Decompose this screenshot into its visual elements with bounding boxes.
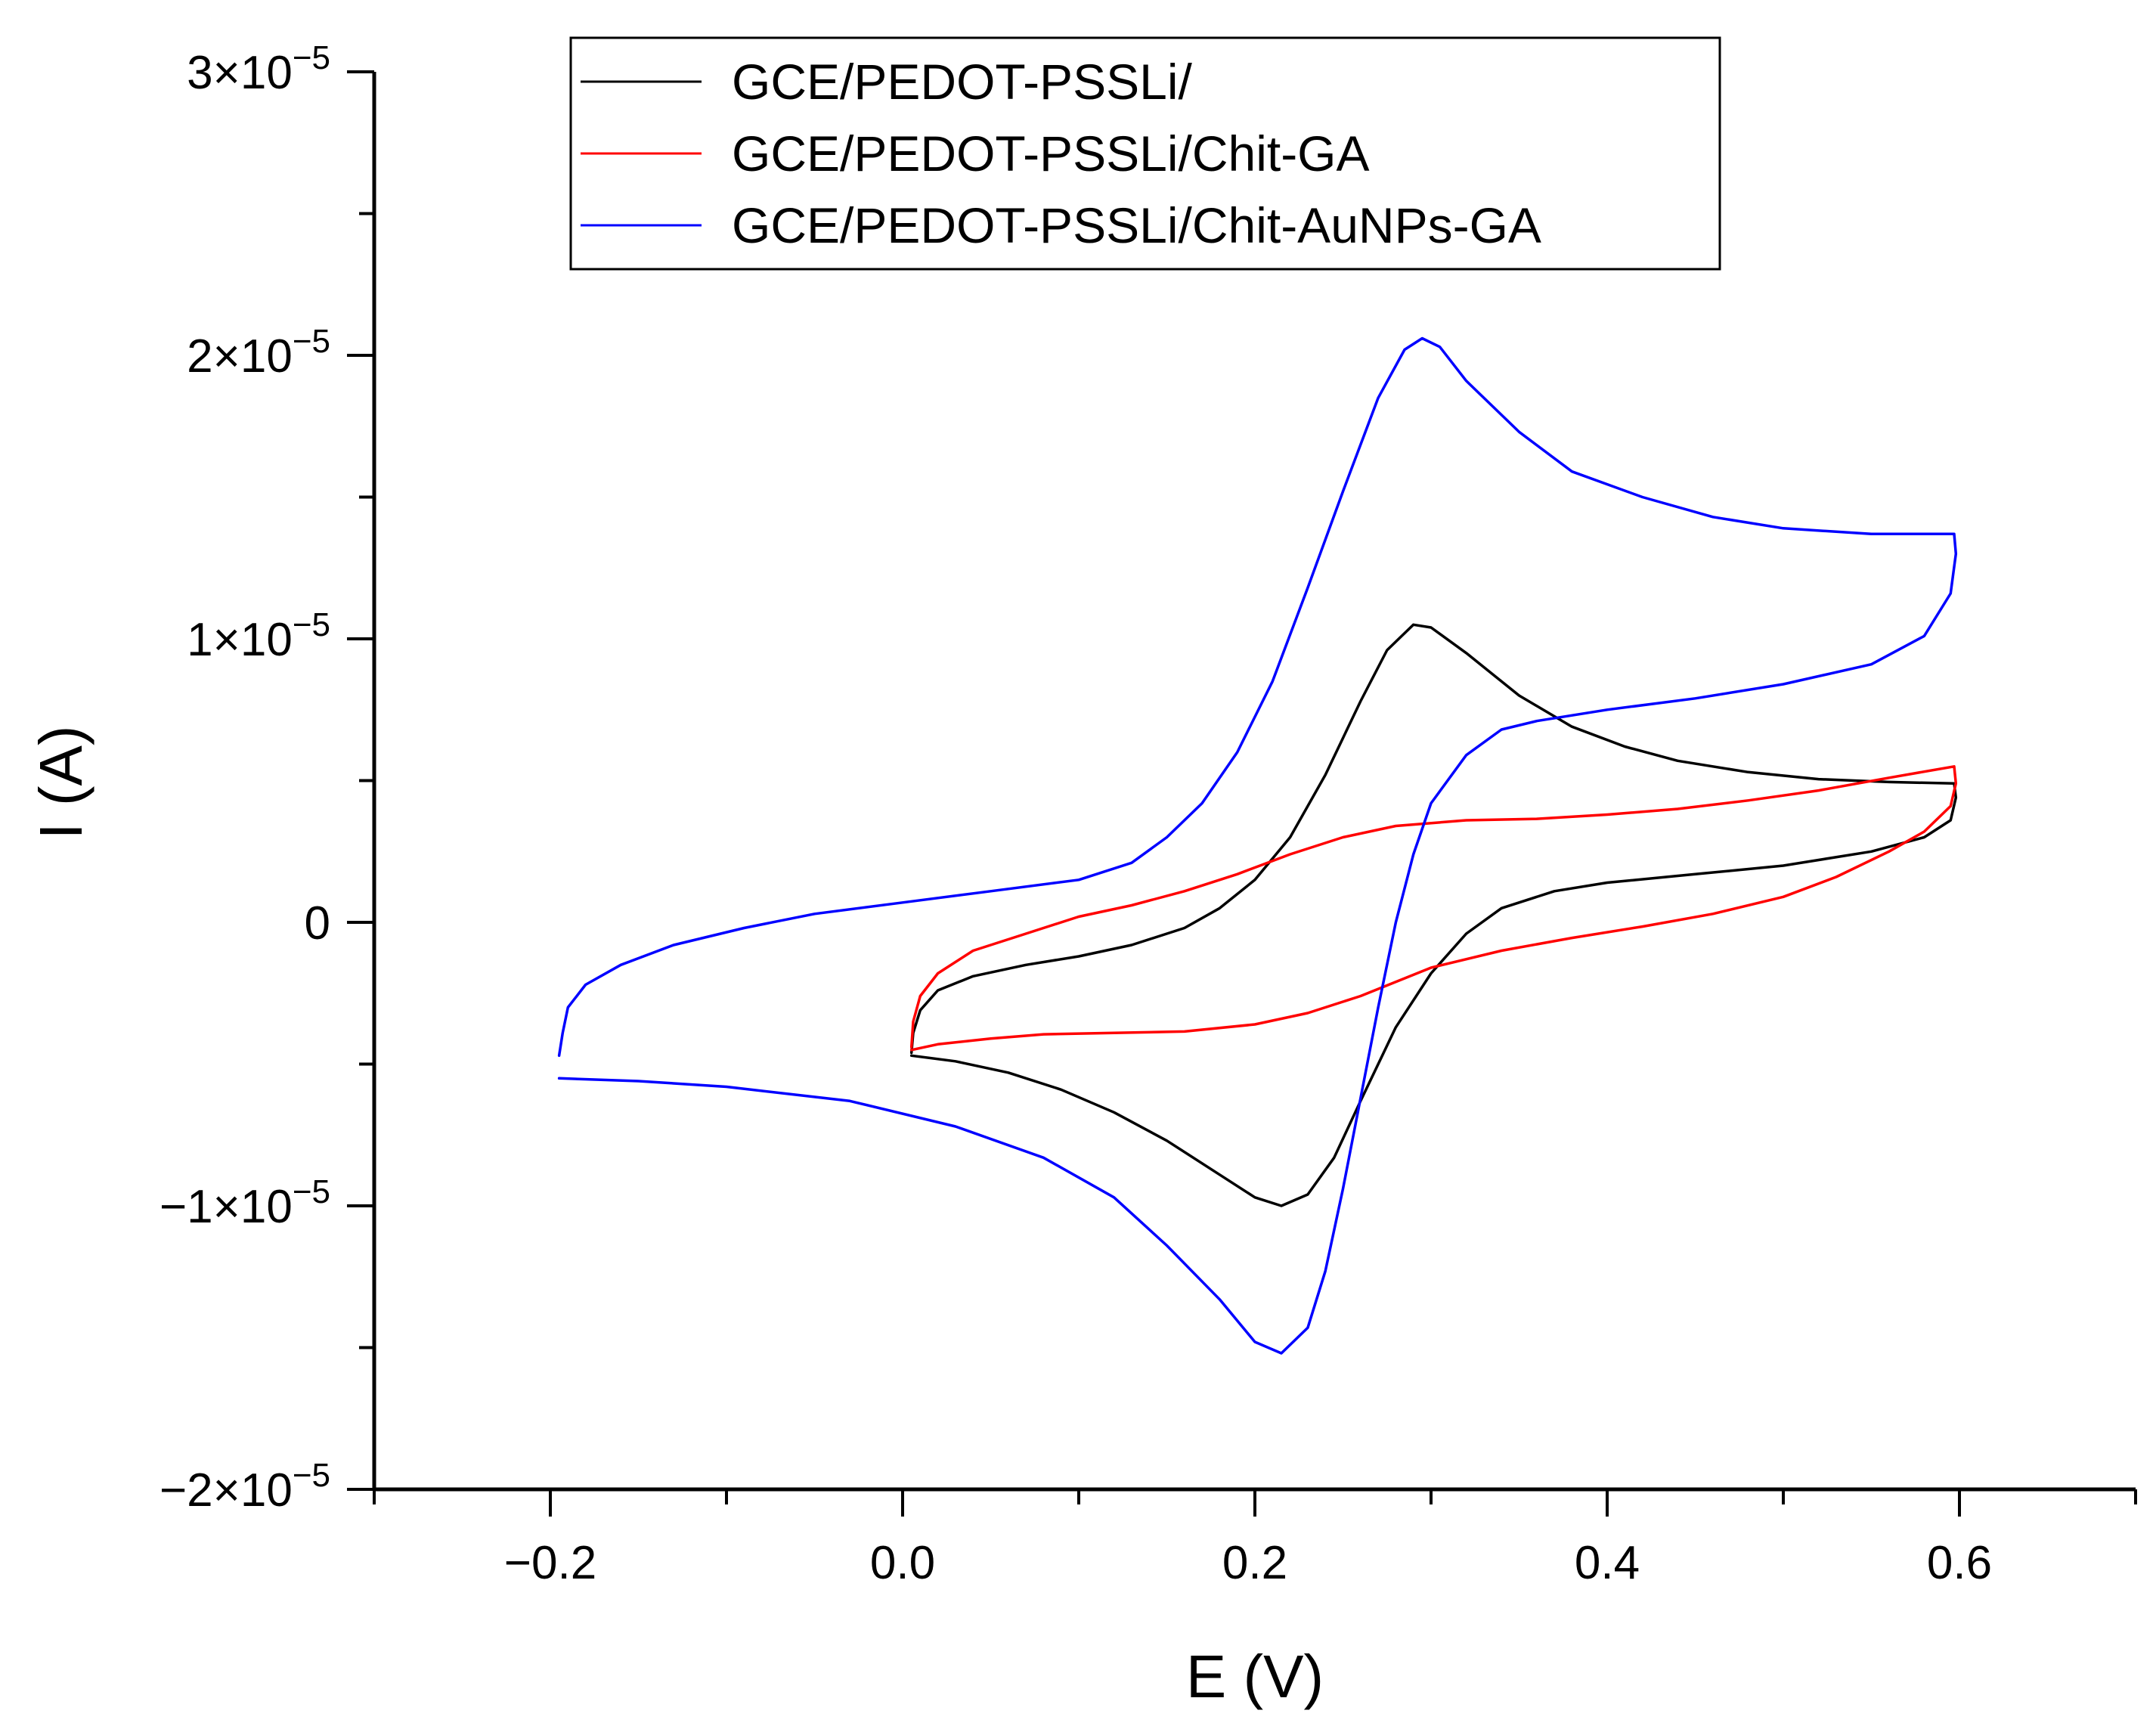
legend-box (569, 36, 1721, 271)
y-tick-label: 2×10−5 (187, 323, 330, 383)
legend-label-chit-ga: GCE/PEDOT-PSSLi/Chit-GA (732, 125, 1370, 181)
x-tick-label: 0.6 (1927, 1537, 1992, 1589)
x-tick-label: 0.2 (1222, 1537, 1287, 1589)
y-ticks: −2×10−5 −1×10−5 0 1×10−5 2×10−5 3×10−5 (160, 39, 374, 1517)
y-tick-label: 0 (305, 897, 330, 950)
legend-label-pedot: GCE/PEDOT-PSSLi/ (732, 54, 1192, 110)
y-axis-title: I (A) (27, 725, 94, 839)
y-tick-label: 3×10−5 (187, 39, 330, 99)
y-tick-label: −1×10−5 (160, 1173, 330, 1233)
y-tick-label: 1×10−5 (187, 606, 330, 666)
legend-label-chit-aunps-ga: GCE/PEDOT-PSSLi/Chit-AuNPs-GA (732, 197, 1541, 253)
y-tick-label: −2×10−5 (160, 1457, 330, 1517)
x-tick-label: 0.0 (870, 1537, 935, 1589)
series-layer (557, 336, 1958, 1355)
x-axis-title: E (V) (1186, 1643, 1324, 1710)
x-tick-label: 0.4 (1575, 1537, 1640, 1589)
series-line-2 (557, 336, 1958, 1355)
x-tick-label: −0.2 (504, 1537, 596, 1589)
legend: GCE/PEDOT-PSSLi/ GCE/PEDOT-PSSLi/Chit-GA… (569, 36, 1721, 271)
x-ticks: −0.2 0.0 0.2 0.4 0.6 (373, 1489, 2137, 1589)
series-line-0 (909, 623, 1958, 1207)
series-line-1 (909, 765, 1958, 1052)
